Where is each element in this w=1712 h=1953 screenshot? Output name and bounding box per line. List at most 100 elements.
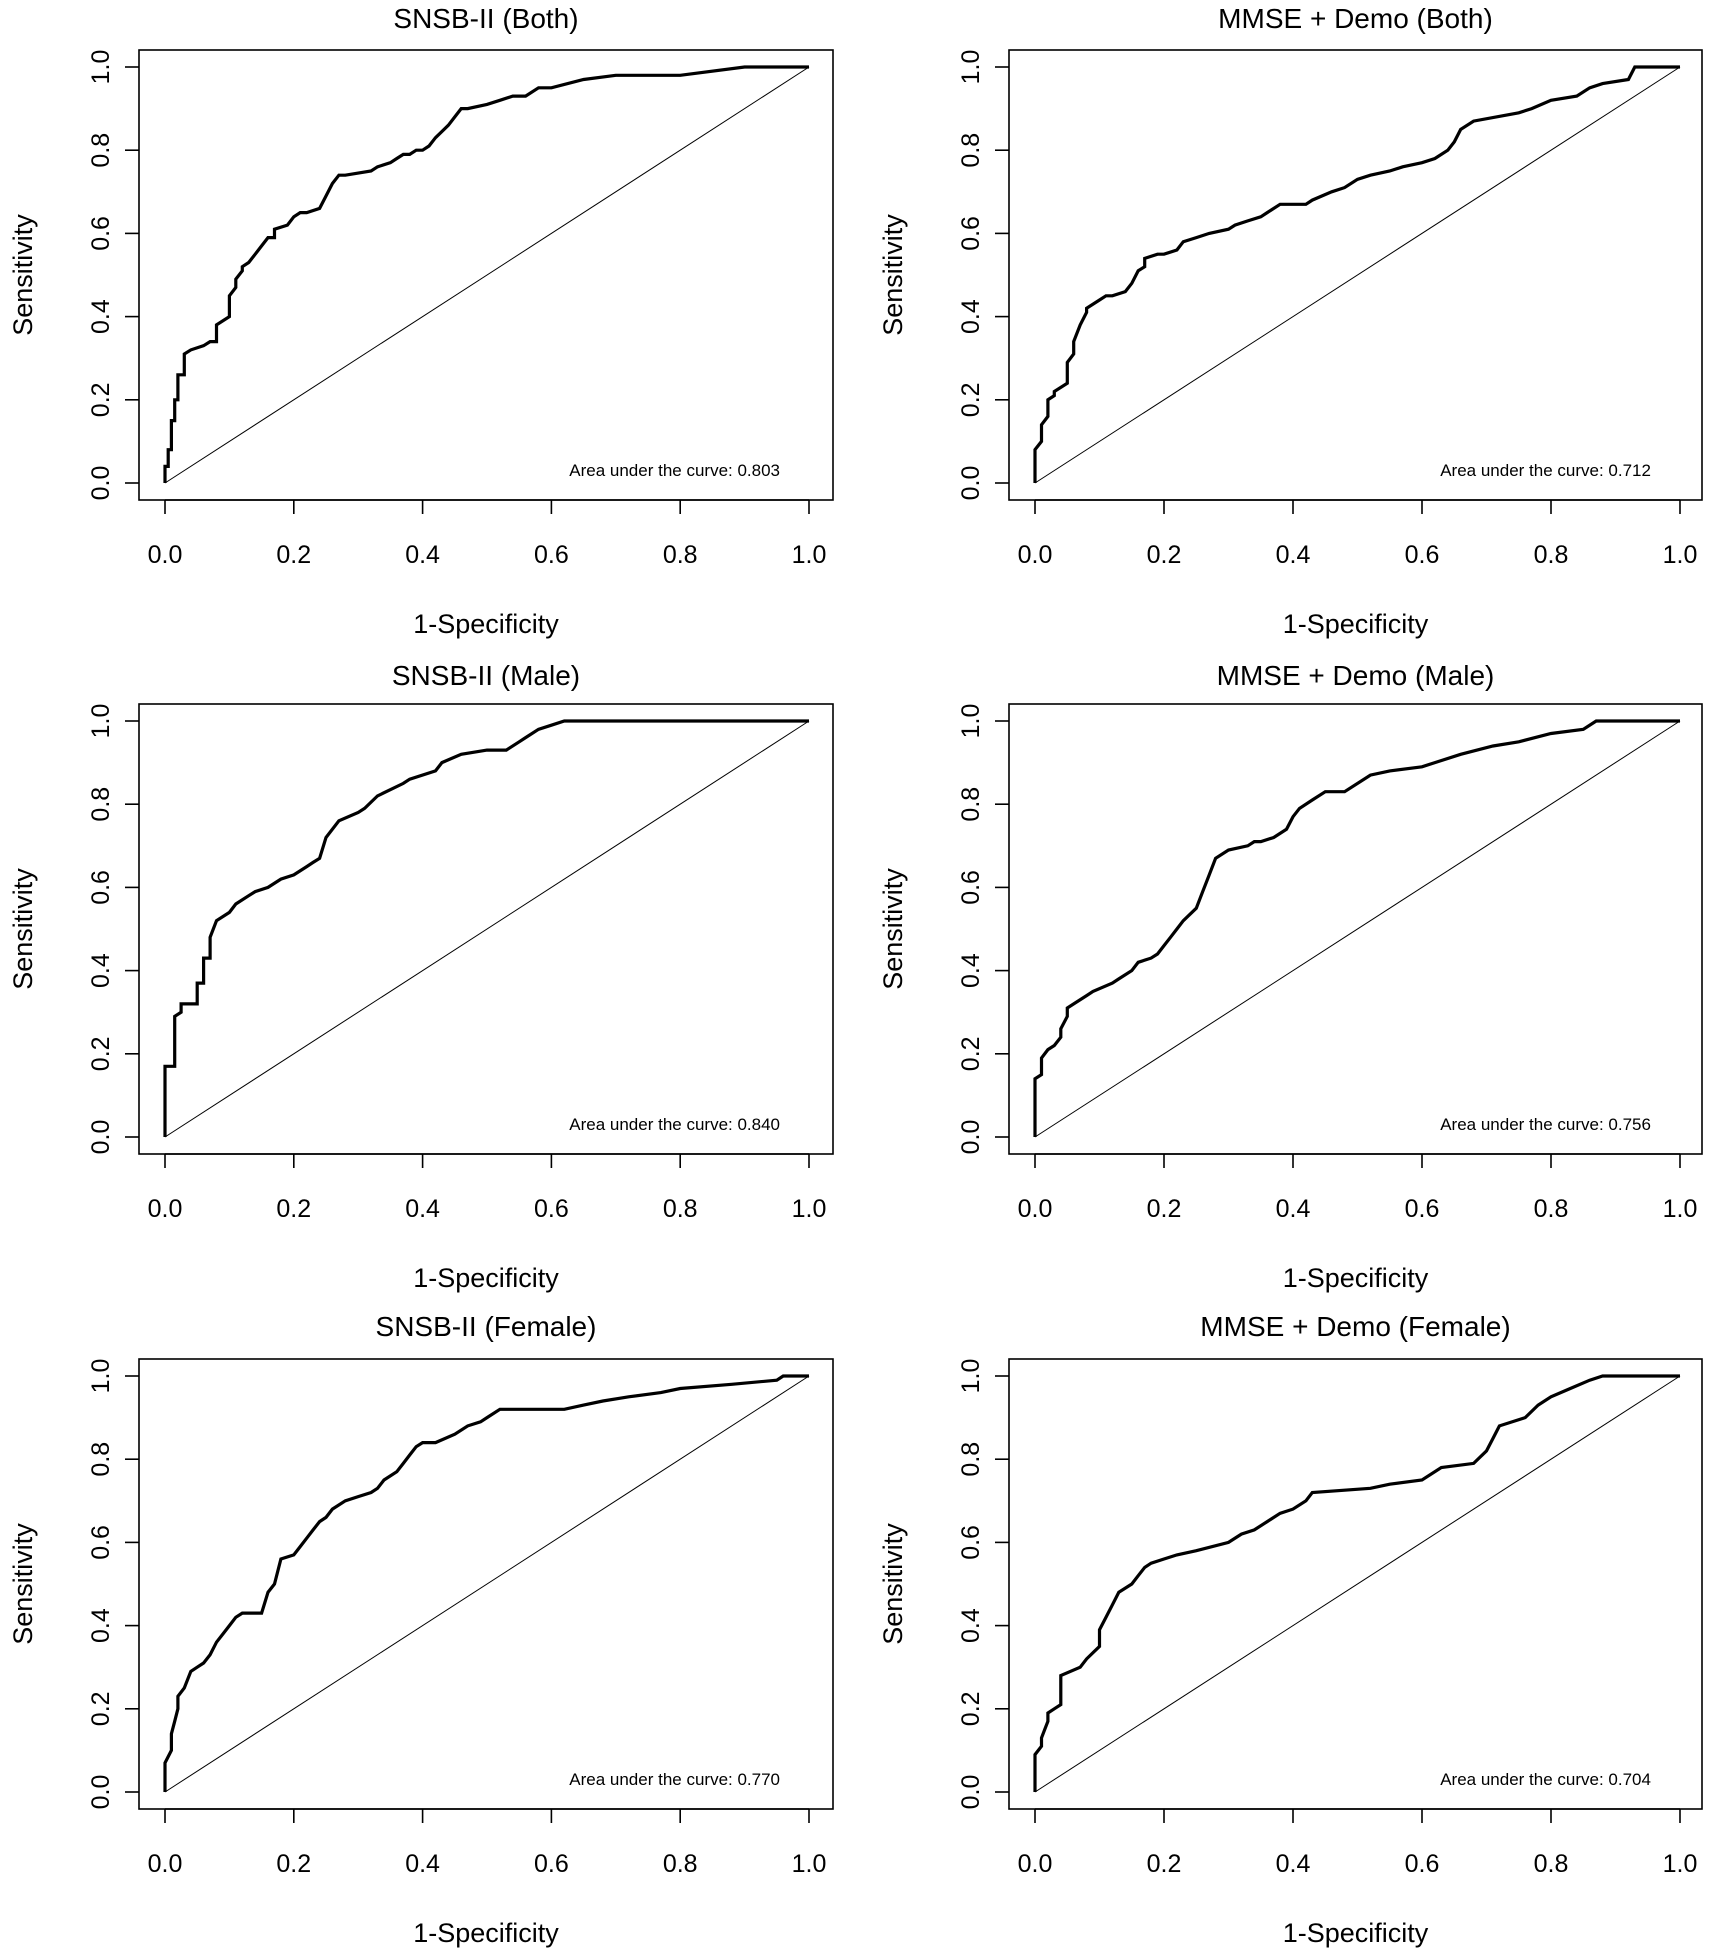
x-tick-label: 0.6 [1405, 541, 1440, 569]
x-tick-label: 0.2 [1147, 1195, 1182, 1223]
roc-panel: MMSE + Demo (Female) 0.0 0.2 0.4 0.6 0.8 1.0 0.… [878, 1311, 1703, 1948]
y-axis-title: Sensitivity [8, 868, 38, 990]
x-tick-label: 0.6 [534, 1195, 569, 1223]
auc-annotation: Area under the curve: 0.756 [1440, 1115, 1651, 1134]
y-tick-label: 1.0 [87, 704, 115, 739]
x-tick-label: 0.4 [405, 1850, 440, 1878]
y-tick-label: 0.8 [957, 787, 985, 822]
y-tick-label: 0.0 [957, 1120, 985, 1155]
x-tick-label: 0.6 [534, 541, 569, 569]
x-tick-label: 0.6 [534, 1850, 569, 1878]
y-tick-label: 0.6 [87, 1525, 115, 1560]
auc-annotation: Area under the curve: 0.770 [569, 1770, 780, 1789]
roc-panel: SNSB-II (Male) 0.0 0.2 0.4 0.6 0.8 1.0 0.0 0.2 0.… [8, 660, 834, 1293]
y-tick-label: 1.0 [957, 1359, 985, 1394]
x-tick-label: 0.4 [1276, 1850, 1311, 1878]
chart-title: MMSE + Demo (Female) [1200, 1311, 1510, 1342]
y-tick-label: 1.0 [87, 1359, 115, 1394]
x-tick-label: 0.4 [405, 541, 440, 569]
y-tick-label: 0.4 [87, 953, 115, 988]
chart-title: SNSB-II (Female) [376, 1311, 597, 1342]
y-tick-label: 0.0 [87, 466, 115, 501]
y-tick-label: 0.6 [87, 870, 115, 905]
x-tick-label: 0.0 [1018, 1850, 1053, 1878]
y-tick-label: 0.2 [957, 1691, 985, 1726]
x-tick-label: 0.0 [1018, 1195, 1053, 1223]
y-axis-title: Sensitivity [8, 214, 38, 336]
x-axis-title: 1-Specificity [1283, 1918, 1429, 1948]
x-tick-label: 0.0 [1018, 541, 1053, 569]
diagonal-reference-line [164, 66, 810, 484]
y-tick-label: 0.0 [957, 466, 985, 501]
roc-curve [1033, 65, 1680, 483]
diagonal-reference-line [164, 1375, 810, 1793]
x-axis-title: 1-Specificity [1283, 1263, 1429, 1293]
y-axis-title: Sensitivity [878, 868, 908, 990]
roc-curve [163, 65, 809, 483]
y-tick-label: 0.4 [957, 1608, 985, 1643]
y-axis-title: Sensitivity [8, 1523, 38, 1645]
x-tick-label: 0.8 [663, 1850, 698, 1878]
y-tick-label: 0.8 [957, 1442, 985, 1477]
x-tick-label: 0.2 [276, 1195, 311, 1223]
y-tick-label: 1.0 [957, 50, 985, 85]
diagonal-reference-line [1034, 66, 1681, 484]
x-tick-label: 0.8 [1534, 1195, 1569, 1223]
x-tick-label: 0.8 [1534, 541, 1569, 569]
y-tick-label: 0.0 [87, 1775, 115, 1810]
y-tick-label: 0.2 [87, 1691, 115, 1726]
y-tick-label: 0.8 [87, 1442, 115, 1477]
roc-curve [1033, 719, 1680, 1137]
auc-annotation: Area under the curve: 0.712 [1440, 461, 1651, 480]
x-tick-label: 0.2 [276, 541, 311, 569]
x-tick-label: 1.0 [1663, 1195, 1698, 1223]
chart-title: SNSB-II (Both) [393, 3, 578, 34]
y-tick-label: 0.2 [87, 1036, 115, 1071]
x-tick-label: 0.0 [148, 1195, 183, 1223]
x-tick-label: 0.2 [1147, 541, 1182, 569]
y-tick-label: 0.4 [957, 299, 985, 334]
y-tick-label: 0.8 [957, 133, 985, 168]
chart-title: MMSE + Demo (Both) [1218, 3, 1493, 34]
x-tick-label: 0.4 [1276, 1195, 1311, 1223]
roc-panel: MMSE + Demo (Both) 0.0 0.2 0.4 0.6 0.8 1.0 0.0 0… [878, 3, 1703, 639]
x-axis-title: 1-Specificity [1283, 609, 1429, 639]
x-tick-label: 0.2 [1147, 1850, 1182, 1878]
chart-title: SNSB-II (Male) [392, 660, 580, 691]
y-axis-title: Sensitivity [878, 214, 908, 336]
y-tick-label: 0.8 [87, 133, 115, 168]
x-axis-title: 1-Specificity [413, 1918, 559, 1948]
y-tick-label: 0.6 [957, 1525, 985, 1560]
x-tick-label: 0.4 [405, 1195, 440, 1223]
x-tick-label: 1.0 [792, 1850, 827, 1878]
diagonal-reference-line [1034, 720, 1681, 1138]
diagonal-reference-line [164, 720, 810, 1138]
x-tick-label: 1.0 [792, 1195, 827, 1223]
x-tick-label: 0.8 [663, 1195, 698, 1223]
x-tick-label: 0.8 [663, 541, 698, 569]
y-tick-label: 1.0 [87, 50, 115, 85]
y-tick-label: 0.2 [957, 1036, 985, 1071]
x-tick-label: 0.6 [1405, 1195, 1440, 1223]
auc-annotation: Area under the curve: 0.840 [569, 1115, 780, 1134]
x-tick-label: 0.4 [1276, 541, 1311, 569]
x-tick-label: 0.8 [1534, 1850, 1569, 1878]
y-tick-label: 0.6 [957, 216, 985, 251]
roc-panel: SNSB-II (Both) 0.0 0.2 0.4 0.6 0.8 1.0 0.0 0.2 0.… [8, 3, 834, 639]
auc-annotation: Area under the curve: 0.704 [1440, 1770, 1651, 1789]
roc-curve [1033, 1374, 1680, 1792]
x-tick-label: 1.0 [1663, 541, 1698, 569]
y-tick-label: 0.4 [87, 1608, 115, 1643]
x-tick-label: 1.0 [1663, 1850, 1698, 1878]
auc-annotation: Area under the curve: 0.803 [569, 461, 780, 480]
diagonal-reference-line [1034, 1375, 1681, 1793]
x-tick-label: 0.0 [148, 1850, 183, 1878]
y-axis-title: Sensitivity [878, 1523, 908, 1645]
y-tick-label: 1.0 [957, 704, 985, 739]
y-tick-label: 0.4 [87, 299, 115, 334]
x-tick-label: 1.0 [792, 541, 827, 569]
roc-panel: SNSB-II (Female) 0.0 0.2 0.4 0.6 0.8 1.0 0.0 0.2… [8, 1311, 834, 1948]
y-tick-label: 0.0 [87, 1120, 115, 1155]
